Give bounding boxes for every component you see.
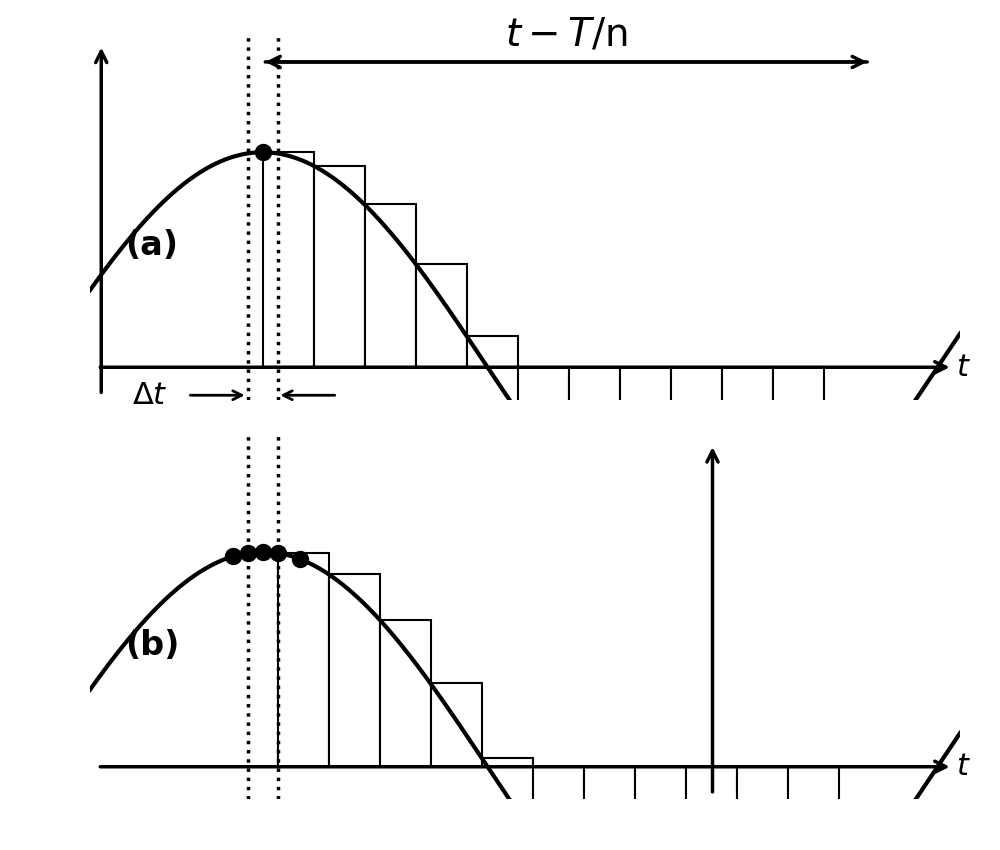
Bar — [364, 205, 416, 367]
Bar — [262, 152, 314, 367]
Bar — [278, 553, 328, 767]
Bar — [584, 767, 635, 850]
Bar — [430, 683, 482, 767]
Bar — [736, 767, 788, 850]
Text: $\Delta t$: $\Delta t$ — [132, 381, 167, 410]
Bar — [686, 767, 736, 850]
Bar — [380, 620, 430, 767]
Bar — [568, 367, 620, 483]
Text: (a): (a) — [125, 230, 178, 263]
Bar — [788, 767, 838, 850]
Bar — [670, 367, 722, 573]
Bar — [482, 757, 532, 767]
Bar — [467, 336, 518, 367]
Bar — [635, 767, 686, 850]
Bar — [722, 367, 772, 582]
Bar — [416, 264, 466, 367]
Text: $t$: $t$ — [956, 752, 971, 781]
Text: $t-T/\mathrm{n}$: $t-T/\mathrm{n}$ — [505, 15, 628, 54]
Bar — [772, 367, 824, 564]
Bar — [518, 367, 568, 412]
Text: (b): (b) — [125, 629, 179, 662]
Bar — [328, 574, 380, 767]
Bar — [532, 767, 584, 833]
Text: $t$: $t$ — [956, 353, 971, 382]
Bar — [620, 367, 670, 539]
Bar — [314, 166, 364, 367]
